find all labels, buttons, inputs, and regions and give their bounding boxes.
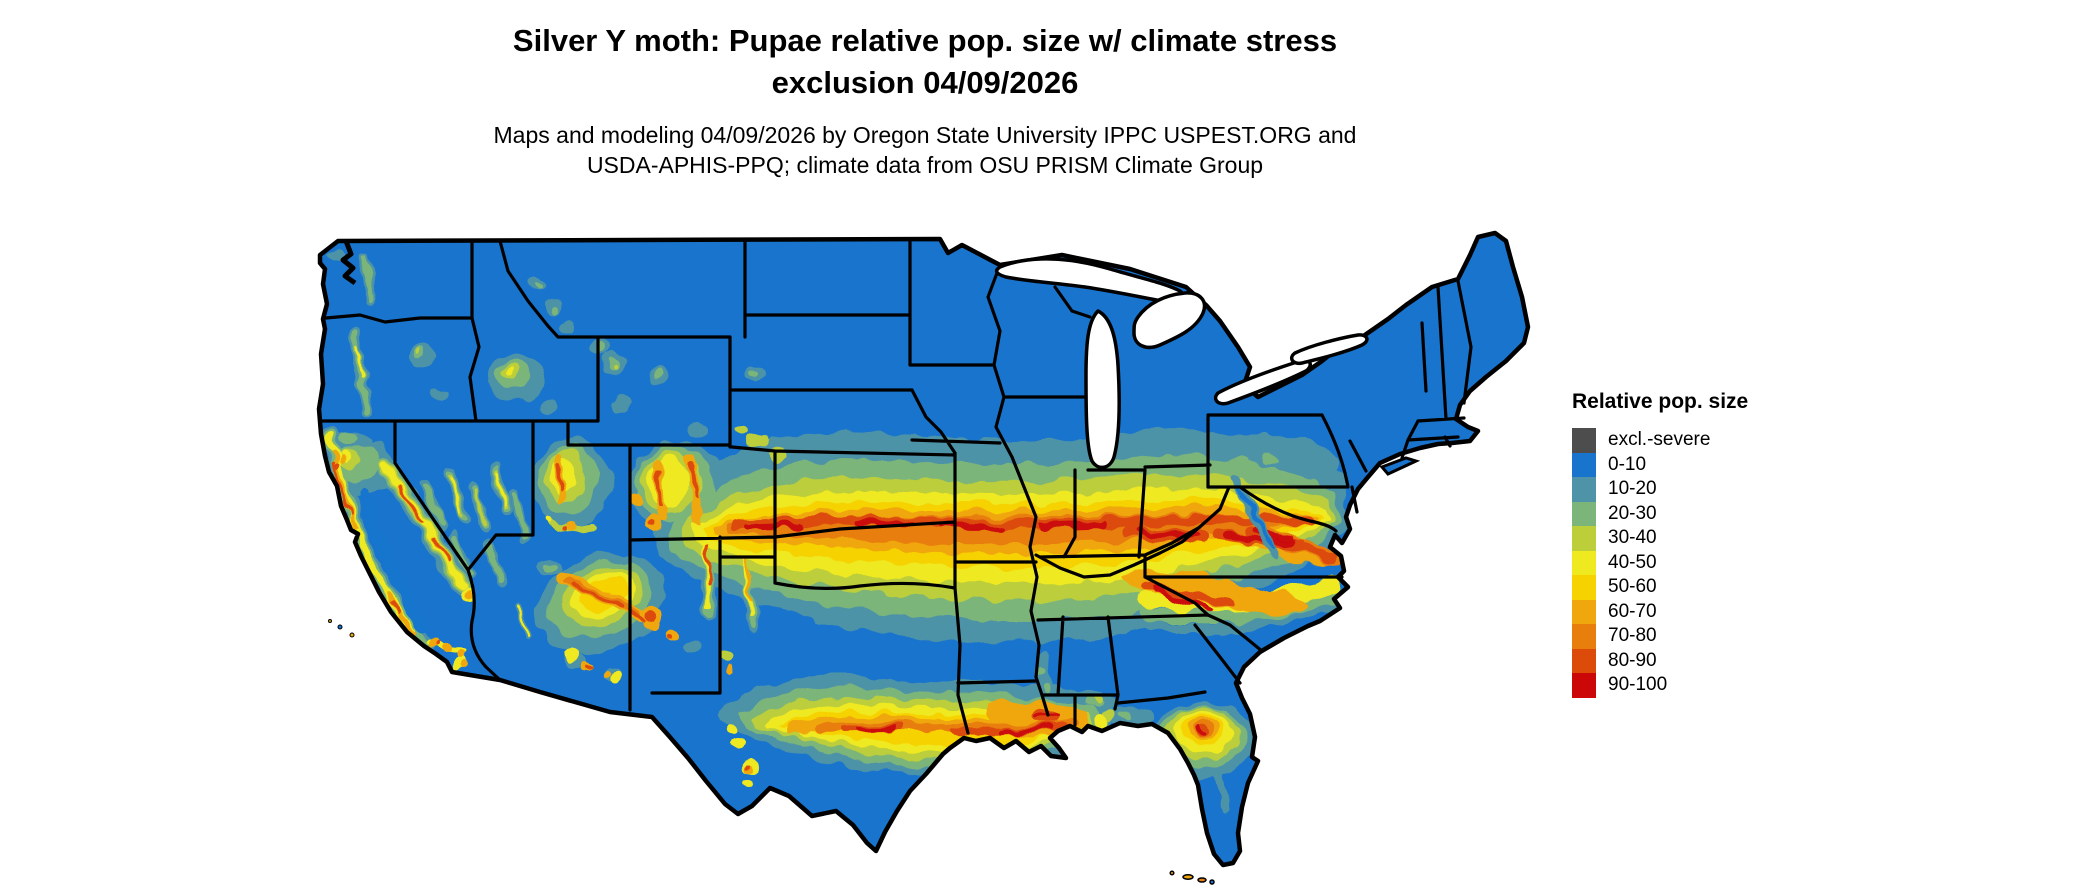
us-map-svg — [316, 230, 1531, 885]
legend-row: 90-100 — [1572, 673, 1812, 698]
legend-row: 0-10 — [1572, 452, 1812, 477]
puget-sound — [340, 240, 357, 286]
great-lakes — [994, 257, 1369, 470]
legend-label: 60-70 — [1608, 600, 1657, 622]
legend-row: 30-40 — [1572, 526, 1812, 551]
title-line-2: exclusion 04/09/2026 — [771, 65, 1079, 100]
legend-swatch-60-70 — [1572, 599, 1596, 624]
long-island — [1379, 456, 1421, 476]
legend-row: 70-80 — [1572, 624, 1812, 649]
page-title: Silver Y moth: Pupae relative pop. size … — [300, 20, 1550, 104]
legend-swatch-0-10 — [1572, 452, 1596, 477]
legend-label: 20-30 — [1608, 502, 1657, 524]
legend-row: 10-20 — [1572, 477, 1812, 502]
title-line-1: Silver Y moth: Pupae relative pop. size … — [512, 23, 1338, 58]
legend-swatch-30-40 — [1572, 526, 1596, 551]
lake-huron — [1132, 291, 1207, 350]
legend-swatch-90-100 — [1572, 673, 1596, 698]
legend-row: 60-70 — [1572, 599, 1812, 624]
legend-swatch-40-50 — [1572, 550, 1596, 575]
legend-row: 50-60 — [1572, 575, 1812, 600]
lake-erie — [1213, 358, 1312, 406]
cool-overlay-blue — [358, 485, 1274, 633]
legend-label: 40-50 — [1608, 551, 1657, 573]
legend-row: 20-30 — [1572, 501, 1812, 526]
legend-label: 0-10 — [1608, 453, 1647, 475]
legend-label: excl.-severe — [1608, 429, 1711, 451]
legend-swatch-20-30 — [1572, 501, 1596, 526]
us-heat-map — [300, 225, 1550, 892]
subtitle-line-1: Maps and modeling 04/09/2026 by Oregon S… — [493, 122, 1357, 148]
legend-row: 40-50 — [1572, 550, 1812, 575]
channel-islands — [328, 619, 355, 638]
state-borders — [318, 239, 1473, 735]
legend-label: 80-90 — [1608, 649, 1657, 671]
legend-row: 80-90 — [1572, 648, 1812, 673]
legend-swatch-80-90 — [1572, 648, 1596, 673]
legend-label: 50-60 — [1608, 576, 1657, 598]
legend: Relative pop. size excl.-severe 0-10 10-… — [1572, 390, 1812, 698]
legend-label: 90-100 — [1608, 674, 1668, 696]
legend-label: 10-20 — [1608, 478, 1657, 500]
legend-swatch-10-20 — [1572, 477, 1596, 502]
legend-label: 70-80 — [1608, 625, 1657, 647]
map-fill-area — [319, 233, 1528, 865]
legend-swatch-70-80 — [1572, 624, 1596, 649]
florida-keys — [1169, 870, 1215, 885]
us-outline — [316, 230, 1531, 868]
legend-swatch-50-60 — [1572, 575, 1596, 600]
legend-title: Relative pop. size — [1572, 390, 1749, 413]
page-subtitle: Maps and modeling 04/09/2026 by Oregon S… — [300, 120, 1550, 180]
legend-swatch-excl-severe — [1572, 428, 1596, 453]
heat-raster — [321, 249, 1348, 811]
subtitle-line-2: USDA-APHIS-PPQ; climate data from OSU PR… — [586, 152, 1264, 178]
lake-michigan — [1084, 309, 1121, 470]
legend-row: excl.-severe — [1572, 428, 1812, 453]
legend-label: 30-40 — [1608, 527, 1657, 549]
lake-ontario — [1290, 333, 1369, 366]
